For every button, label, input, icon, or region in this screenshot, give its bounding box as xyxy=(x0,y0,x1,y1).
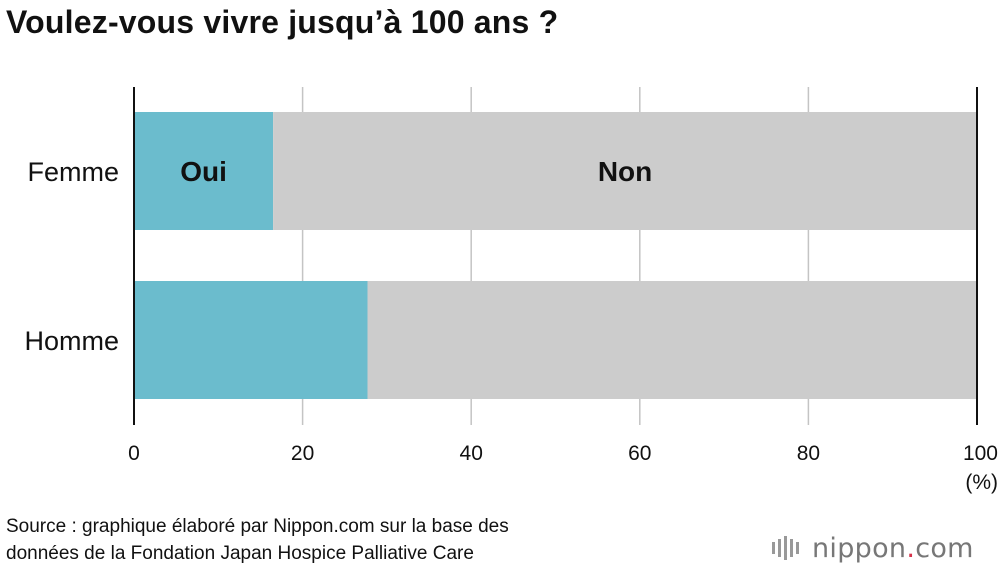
segment-label-femme-oui: Oui xyxy=(180,156,227,187)
bar-femme-oui xyxy=(134,112,274,230)
category-label-femme: Femme xyxy=(27,157,119,187)
chart-area: Femme Homme Oui Non 0 20 40 60 80 100 (%) xyxy=(24,87,998,494)
x-axis-unit-label: (%) xyxy=(965,471,998,494)
segment-label-femme-non: Non xyxy=(598,156,652,187)
bar-femme-non xyxy=(273,112,978,230)
bar-homme-oui xyxy=(134,281,368,399)
logo-bars-icon xyxy=(772,536,799,560)
x-tick-label-80: 80 xyxy=(797,442,820,465)
source-line-2: données de la Fondation Japan Hospice Pa… xyxy=(6,543,474,564)
category-label-homme: Homme xyxy=(24,326,119,356)
x-tick-label-100: 100 xyxy=(963,442,998,465)
nippon-logo: nippon.com xyxy=(770,528,974,568)
x-tick-label-40: 40 xyxy=(460,442,483,465)
x-tick-label-0: 0 xyxy=(128,442,140,465)
x-tick-label-20: 20 xyxy=(291,442,314,465)
source-note: Source : graphique élaboré par Nippon.co… xyxy=(6,513,509,567)
logo-text: nippon.com xyxy=(812,532,974,564)
bar-homme-non xyxy=(367,281,977,399)
x-tick-label-60: 60 xyxy=(628,442,651,465)
chart-title: Voulez-vous vivre jusqu’à 100 ans ? xyxy=(6,4,559,40)
source-line-1: Source : graphique élaboré par Nippon.co… xyxy=(6,516,509,537)
